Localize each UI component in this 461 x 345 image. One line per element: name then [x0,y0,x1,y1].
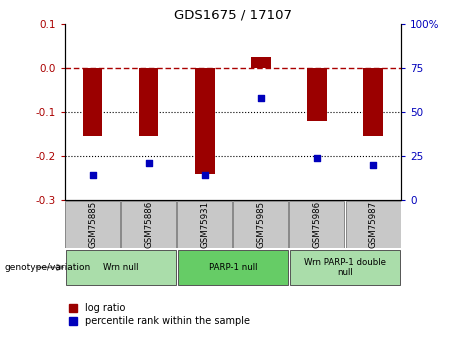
Bar [65,200,120,248]
Text: GSM75931: GSM75931 [200,201,209,248]
Text: Wrn PARP-1 double
null: Wrn PARP-1 double null [304,258,386,277]
Text: GSM75986: GSM75986 [313,201,321,248]
Title: GDS1675 / 17107: GDS1675 / 17107 [174,9,292,22]
Bar [290,250,400,285]
Text: Wrn null: Wrn null [103,263,138,272]
Bar [363,68,383,136]
Point [89,173,96,178]
Text: GSM75885: GSM75885 [88,201,97,248]
Bar [177,200,232,248]
Point [201,173,208,178]
Point [145,160,152,166]
Bar [307,68,327,121]
Text: GSM75985: GSM75985 [256,201,266,248]
Text: PARP-1 null: PARP-1 null [208,263,257,272]
Bar [139,68,159,136]
Bar [290,200,344,248]
Bar [121,200,176,248]
Legend: log ratio, percentile rank within the sample: log ratio, percentile rank within the sa… [70,303,250,326]
Point [313,155,321,161]
Bar [83,68,102,136]
Bar [65,250,176,285]
Text: GSM75987: GSM75987 [368,201,378,248]
Point [369,162,377,168]
Bar [346,200,401,248]
Point [257,95,265,101]
Bar [178,250,288,285]
Bar [251,57,271,68]
Text: GSM75886: GSM75886 [144,201,153,248]
Bar [233,200,288,248]
Bar [195,68,214,174]
Text: genotype/variation: genotype/variation [5,263,91,272]
